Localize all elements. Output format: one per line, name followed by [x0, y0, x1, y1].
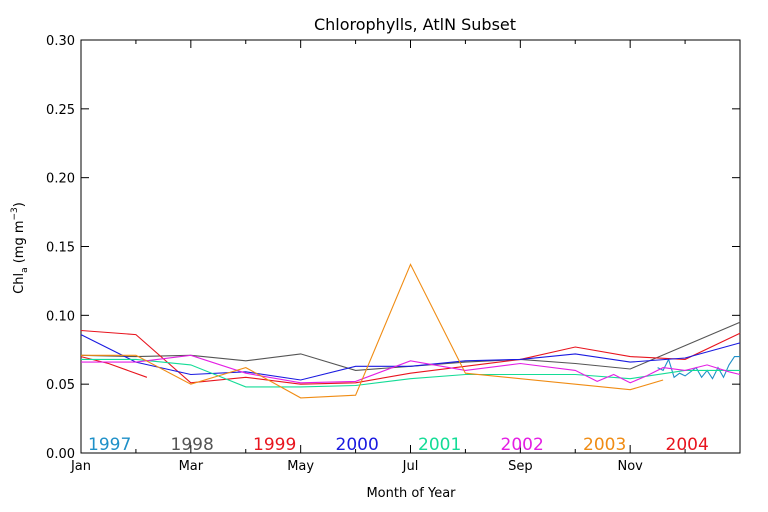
series-line-1997 — [657, 356, 740, 380]
y-axis-label: Chla (mg m−3) — [10, 202, 30, 294]
series-lines — [80, 263, 741, 399]
y-tick-label-1: 0.05 — [46, 378, 75, 393]
x-tick-label-0: Jan — [70, 459, 91, 474]
x-tick-label-1: Mar — [179, 459, 204, 474]
y-tick-label-6: 0.30 — [46, 34, 75, 49]
series-line-2001 — [81, 358, 740, 388]
x-axis: Jan Mar May Jul Sep Nov — [70, 40, 686, 474]
y-tick-label-0: 0.00 — [46, 447, 75, 462]
legend-label-2000: 2000 — [336, 435, 379, 455]
y-axis-label-unit-close: ) — [12, 202, 27, 207]
series-line-1998 — [80, 321, 741, 371]
y-tick-label-4: 0.20 — [46, 172, 75, 187]
series-line-2002 — [81, 354, 741, 384]
y-axis-label-unit: (mg m — [12, 220, 27, 267]
legend-label-2002: 2002 — [501, 435, 544, 455]
legend-label-1999: 1999 — [253, 435, 296, 455]
y-tick-label-3: 0.15 — [46, 241, 75, 256]
y-tick-label-2: 0.10 — [46, 309, 75, 324]
legend-label-2001: 2001 — [418, 435, 461, 455]
x-tick-label-2: May — [287, 459, 314, 474]
x-axis-label: Month of Year — [366, 486, 456, 501]
legend: 1997 1998 1999 2000 2001 2002 2003 2004 — [88, 435, 709, 455]
y-axis-label-main: Chl — [12, 273, 27, 294]
legend-label-2004: 2004 — [666, 435, 709, 455]
y-tick-label-5: 0.25 — [46, 103, 75, 118]
x-tick-label-3: Jul — [402, 459, 419, 474]
legend-label-1998: 1998 — [171, 435, 214, 455]
legend-label-2003: 2003 — [583, 435, 626, 455]
y-axis-label-subscript: a — [20, 267, 30, 273]
y-axis: 0.00 0.05 0.10 0.15 0.20 0.25 0.30 — [46, 34, 740, 462]
legend-label-1997: 1997 — [88, 435, 131, 455]
series-line-2003 — [81, 263, 664, 399]
series-line-2000 — [80, 334, 741, 381]
chart-title: Chlorophylls, AtlN Subset — [314, 15, 516, 34]
x-tick-label-5: Nov — [617, 459, 643, 474]
y-axis-label-superscript: −3 — [10, 207, 20, 220]
plot-frame — [80, 39, 741, 454]
x-tick-label-4: Sep — [508, 459, 533, 474]
series-line-1999 — [80, 329, 741, 385]
